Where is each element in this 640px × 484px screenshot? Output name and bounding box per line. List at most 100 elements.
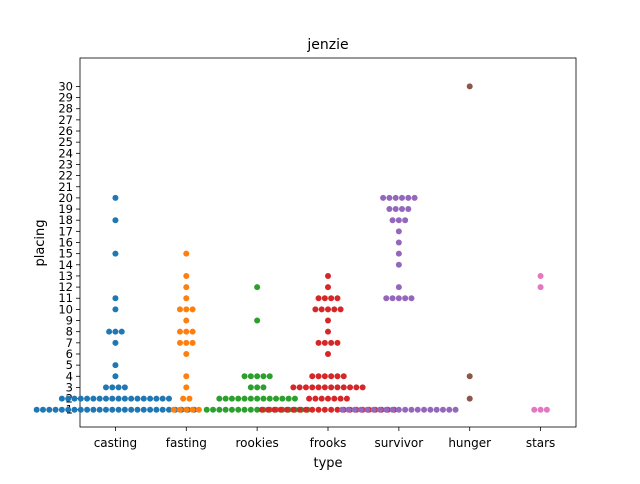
data-point-stars: [537, 284, 544, 291]
data-point-casting: [77, 406, 84, 413]
data-point-frooks: [321, 339, 328, 346]
y-tick-label: 29: [58, 91, 73, 105]
data-point-fasting: [183, 350, 190, 357]
data-point-frooks: [337, 395, 344, 402]
data-point-frooks: [321, 384, 328, 391]
data-point-frooks: [337, 306, 344, 313]
data-point-survivor: [408, 295, 415, 302]
data-point-fasting: [183, 373, 190, 380]
data-point-casting: [128, 395, 135, 402]
data-point-frooks: [334, 384, 341, 391]
data-point-survivor: [402, 217, 409, 224]
data-point-frooks: [325, 395, 331, 402]
data-point-casting: [96, 406, 103, 413]
data-point-rookies: [266, 395, 273, 402]
data-point-casting: [65, 406, 72, 413]
data-point-survivor: [395, 250, 402, 257]
data-point-survivor: [395, 406, 402, 413]
data-point-survivor: [386, 206, 393, 213]
data-point-frooks: [331, 306, 338, 313]
data-point-casting: [112, 194, 119, 201]
data-point-fasting: [176, 406, 183, 413]
data-point-casting: [115, 395, 122, 402]
data-point-survivor: [395, 284, 402, 291]
y-tick-label: 17: [58, 224, 73, 238]
y-tick-label: 5: [66, 358, 73, 372]
data-point-rookies: [216, 406, 223, 413]
y-tick-label: 30: [58, 79, 73, 93]
data-point-survivor: [392, 194, 399, 201]
y-tick-label: 28: [58, 102, 73, 116]
data-point-survivor: [395, 228, 402, 235]
data-point-casting: [115, 406, 122, 413]
data-point-casting: [112, 295, 119, 302]
data-point-fasting: [183, 284, 190, 291]
data-point-survivor: [395, 217, 402, 224]
data-point-frooks: [315, 406, 322, 413]
data-point-fasting: [183, 272, 190, 279]
data-point-rookies: [241, 373, 248, 380]
y-tick-label: 7: [66, 336, 73, 350]
data-point-casting: [153, 395, 160, 402]
data-point-survivor: [392, 206, 399, 213]
data-point-survivor: [383, 406, 390, 413]
data-point-survivor: [399, 206, 406, 213]
data-point-frooks: [334, 339, 341, 346]
data-point-casting: [106, 328, 113, 335]
y-tick-label: 27: [58, 113, 73, 127]
data-point-frooks: [315, 339, 322, 346]
data-point-survivor: [383, 295, 390, 302]
data-point-frooks: [315, 373, 322, 380]
data-point-frooks: [309, 406, 316, 413]
data-point-casting: [112, 339, 119, 346]
x-axis-label: type: [313, 456, 342, 471]
data-point-survivor: [345, 406, 352, 413]
data-point-fasting: [183, 339, 190, 346]
y-tick-label: 16: [58, 236, 73, 250]
data-point-fasting: [195, 406, 202, 413]
y-tick-label: 23: [58, 157, 73, 171]
data-point-casting: [33, 406, 40, 413]
y-axis: 1234567891011121314151617181920212223242…: [58, 79, 80, 417]
data-point-casting: [128, 406, 135, 413]
data-point-survivor: [389, 295, 396, 302]
data-point-survivor: [405, 194, 412, 201]
data-point-rookies: [247, 373, 254, 380]
data-point-casting: [134, 395, 141, 402]
data-point-rookies: [260, 395, 267, 402]
data-point-frooks: [325, 272, 331, 279]
data-point-frooks: [328, 384, 335, 391]
data-point-survivor: [380, 194, 387, 201]
data-point-hunger: [466, 83, 473, 90]
data-point-rookies: [235, 395, 242, 402]
data-point-stars: [537, 406, 544, 413]
data-point-frooks: [315, 295, 322, 302]
data-point-casting: [147, 395, 154, 402]
data-point-frooks: [328, 339, 335, 346]
data-point-casting: [159, 406, 166, 413]
data-point-fasting: [183, 295, 190, 302]
data-point-casting: [77, 395, 84, 402]
x-tick-label: casting: [94, 436, 137, 450]
data-point-frooks: [359, 384, 366, 391]
data-point-survivor: [395, 261, 402, 268]
data-point-rookies: [210, 406, 217, 413]
data-point-frooks: [265, 406, 272, 413]
y-tick-label: 25: [58, 135, 73, 149]
data-point-hunger: [466, 395, 473, 402]
y-tick-label: 6: [66, 347, 73, 361]
data-point-fasting: [176, 328, 183, 335]
data-point-frooks: [343, 395, 350, 402]
y-tick-label: 24: [58, 146, 73, 160]
data-point-rookies: [260, 384, 267, 391]
data-point-frooks: [325, 284, 331, 291]
data-point-frooks: [302, 384, 309, 391]
y-tick-label: 11: [58, 291, 73, 305]
data-point-rookies: [241, 406, 248, 413]
data-point-survivor: [402, 295, 409, 302]
data-point-survivor: [395, 295, 402, 302]
data-point-frooks: [334, 295, 341, 302]
data-point-frooks: [334, 406, 341, 413]
data-point-casting: [52, 406, 59, 413]
